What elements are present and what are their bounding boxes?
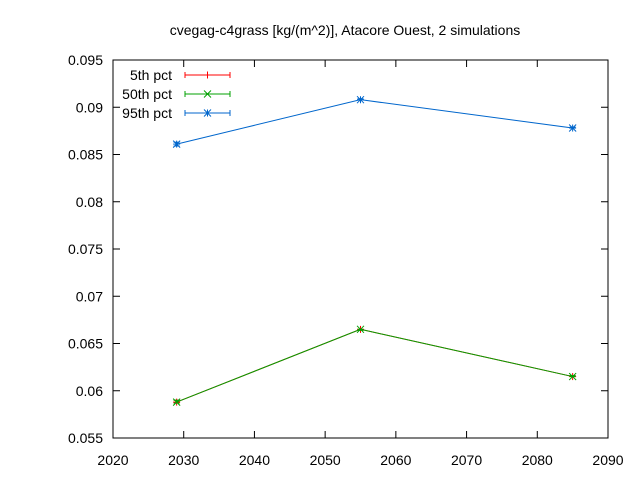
series-5th-pct (173, 325, 577, 406)
x-tick-label: 2070 (451, 452, 482, 468)
series-50th-pct (172, 325, 577, 406)
plot-border (112, 59, 609, 439)
legend-item: 95th pct (122, 105, 231, 121)
x-tick-label: 2040 (239, 452, 270, 468)
x-tick-label: 2050 (310, 452, 341, 468)
data-point (568, 124, 577, 132)
y-tick-label: 0.085 (68, 147, 103, 163)
y-tick-label: 0.095 (68, 52, 103, 68)
legend-item: 5th pct (130, 67, 231, 83)
data-point (172, 140, 181, 148)
series-line (176, 328, 573, 403)
legend-label: 5th pct (130, 67, 172, 83)
y-tick-label: 0.06 (76, 383, 103, 399)
y-tick-label: 0.065 (68, 336, 103, 352)
series-line (176, 99, 573, 145)
legend-label: 95th pct (122, 105, 172, 121)
legend-marker (203, 109, 212, 117)
chart-title: cvegag-c4grass [kg/(m^2)], Atacore Ouest… (170, 22, 521, 38)
series-95th-pct (172, 95, 577, 148)
legend-label: 50th pct (122, 86, 172, 102)
y-tick-label: 0.075 (68, 241, 103, 257)
series-line (176, 328, 573, 403)
x-tick-label: 2080 (522, 452, 553, 468)
legend-item: 50th pct (122, 86, 231, 102)
x-tick-label: 2020 (97, 452, 128, 468)
y-tick-label: 0.08 (76, 194, 103, 210)
legend-marker (204, 71, 211, 79)
data-point (172, 398, 181, 406)
y-tick-label: 0.055 (68, 430, 103, 446)
y-axis: 0.055 0.06 0.065 0.07 0.075 0.08 0.085 0.09 0.09… (68, 52, 608, 446)
legend-marker (203, 90, 212, 98)
x-axis: 2020 2030 2040 2050 2060 2070 2080 2090 (97, 60, 624, 468)
x-tick-label: 2060 (380, 452, 411, 468)
y-tick-label: 0.09 (76, 99, 103, 115)
plot-frame (112, 59, 609, 439)
y-tick-label: 0.07 (76, 288, 103, 304)
data-point (356, 95, 365, 104)
data-point (568, 372, 577, 381)
x-tick-label: 2090 (592, 452, 623, 468)
data-point (356, 325, 365, 334)
legend: 5th pct 50th pct 95th pct (122, 67, 231, 121)
series-layer (172, 95, 577, 406)
x-tick-label: 2030 (168, 452, 199, 468)
